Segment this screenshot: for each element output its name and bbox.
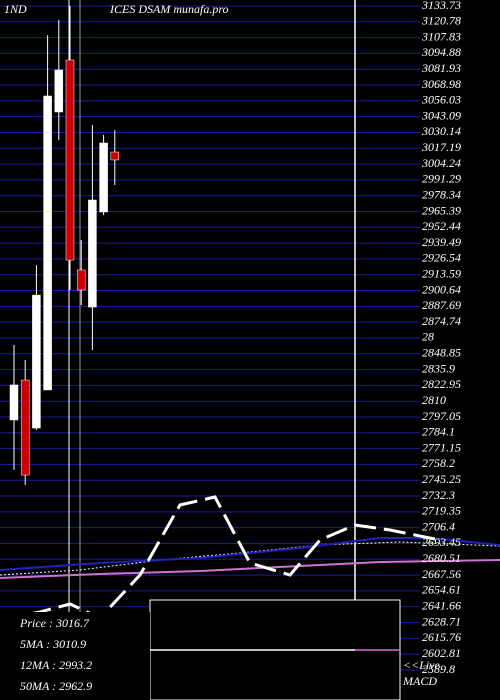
y-tick-label: 2822.95 (422, 377, 461, 391)
y-tick-label: 2667.56 (422, 567, 461, 581)
candle-body (65, 59, 75, 261)
y-tick-label: 2991.29 (422, 172, 461, 186)
y-tick-label: 3056.03 (421, 93, 461, 107)
y-tick-label: 2706.4 (422, 519, 455, 533)
info-box (0, 612, 150, 700)
y-tick-label: 2874.74 (422, 314, 461, 328)
chart-title: ICES DSAM munafa.pro (109, 2, 229, 16)
candle-body (76, 269, 86, 291)
y-tick-label: 2797.05 (422, 409, 461, 423)
y-tick-label: 2952.44 (422, 219, 461, 233)
y-tick-label: 2835.9 (422, 361, 455, 375)
y-tick-label: 2784.1 (422, 425, 455, 439)
y-tick-label: 3081.93 (421, 61, 461, 75)
y-tick-label: 2719.35 (422, 504, 461, 518)
candle-body (54, 69, 64, 113)
y-tick-label: 2628.71 (422, 614, 461, 628)
y-tick-label: 3043.09 (421, 108, 461, 122)
y-tick-label: 2926.54 (422, 251, 461, 265)
y-tick-label: 3017.19 (421, 140, 461, 154)
y-tick-label: 2939.49 (422, 235, 461, 249)
annotation: 5MA : 3010.9 (20, 637, 86, 651)
candle-body (9, 384, 19, 421)
y-tick-label: 2602.81 (422, 646, 461, 660)
y-tick-label: 2654.61 (422, 583, 461, 597)
candle-body (88, 199, 97, 308)
y-tick-label: 3133.73 (421, 0, 461, 12)
y-tick-label: 3094.88 (421, 45, 461, 59)
y-tick-label: 2615.76 (422, 630, 461, 644)
y-tick-label: 2913.59 (422, 266, 461, 280)
annotation: 50MA : 2962.9 (20, 679, 92, 693)
y-tick-label: 2745.25 (422, 472, 461, 486)
y-tick-label: 2758.2 (422, 456, 455, 470)
indicator-label: <<Live (403, 658, 441, 672)
y-tick-label: 2589.8 (422, 662, 455, 676)
indicator-label: MACD (402, 674, 437, 688)
y-tick-label: 3107.83 (421, 29, 461, 43)
y-tick-label: 2848.85 (422, 346, 461, 360)
y-tick-label: 2771.15 (422, 440, 461, 454)
y-tick-label: 2641.66 (422, 598, 461, 612)
y-tick-label: 2810 (422, 393, 446, 407)
candle-body (99, 142, 108, 213)
y-tick-label: 2680.51 (422, 551, 461, 565)
y-tick-label: 3030.14 (421, 124, 461, 138)
y-tick-label: 28 (422, 330, 434, 344)
candle-body (43, 95, 52, 391)
y-tick-label: 3004.24 (421, 156, 461, 170)
candle-body (32, 294, 41, 429)
y-tick-label: 2900.64 (422, 282, 461, 296)
annotation: 12MA : 2993.2 (20, 658, 92, 672)
annotation: Price : 3016.7 (19, 616, 90, 630)
candle-body (20, 379, 30, 476)
ma-line (0, 559, 500, 579)
y-tick-label: 2732.3 (422, 488, 455, 502)
candle-body (110, 151, 120, 161)
y-tick-label: 2887.69 (422, 298, 461, 312)
y-tick-label: 3068.98 (421, 77, 461, 91)
chart-subtitle: 1ND (4, 2, 27, 16)
y-tick-label: 3120.78 (421, 14, 461, 28)
y-tick-label: 2965.39 (422, 203, 461, 217)
y-tick-label: 2978.34 (422, 187, 461, 201)
y-tick-label: 2693.45 (422, 535, 461, 549)
macd-line (0, 495, 441, 622)
